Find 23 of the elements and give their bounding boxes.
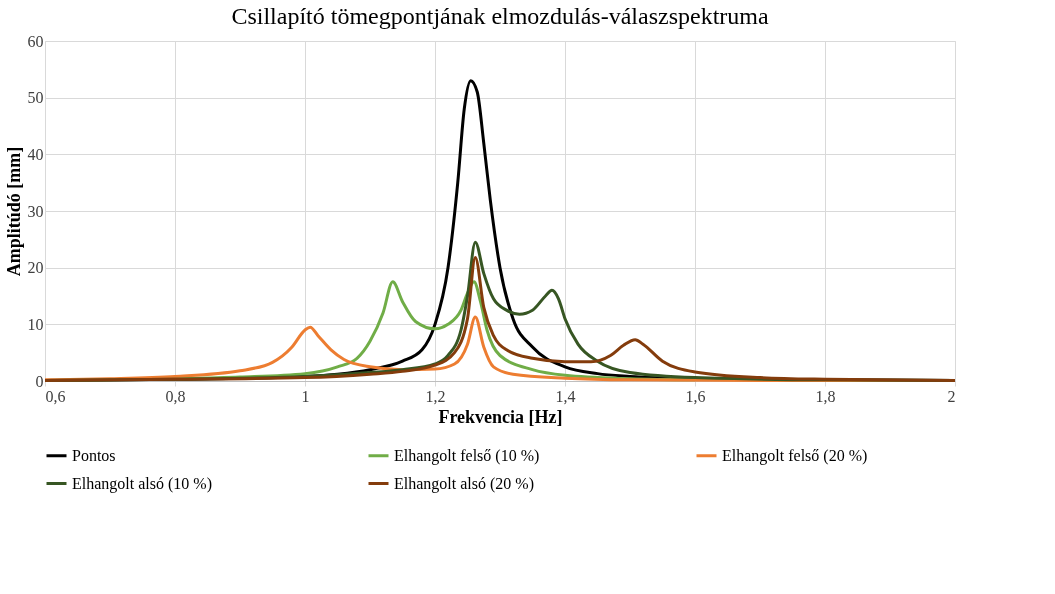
legend-label: Pontos — [72, 446, 116, 464]
x-tick-label: 0,8 — [165, 387, 186, 405]
legend-label: Elhangolt alsó (20 %) — [394, 474, 534, 493]
x-tick-label: 1,8 — [815, 387, 836, 405]
y-tick-label: 40 — [27, 145, 44, 163]
x-tick-label: 2 — [947, 387, 956, 405]
y-tick-label: 50 — [27, 89, 44, 107]
y-tick-label: 0 — [35, 372, 44, 390]
chart-title: Csillapító tömegpontjának elmozdulás-válaszspektruma — [231, 3, 769, 29]
x-tick-label: 0,6 — [45, 387, 66, 405]
y-tick-label: 10 — [27, 315, 44, 333]
x-tick-label: 1,2 — [425, 387, 446, 405]
x-tick-label: 1,4 — [555, 387, 576, 405]
legend-label: Elhangolt felső (20 %) — [722, 446, 868, 465]
y-tick-label: 60 — [27, 32, 44, 50]
legend-label: Elhangolt alsó (10 %) — [72, 474, 212, 493]
x-tick-label: 1,6 — [685, 387, 706, 405]
y-tick-label: 30 — [27, 202, 44, 220]
y-axis-title: Amplitúdó [mm] — [3, 146, 24, 277]
x-tick-label: 1 — [301, 387, 310, 405]
legend-label: Elhangolt felső (10 %) — [394, 446, 540, 465]
y-tick-label: 20 — [27, 259, 44, 277]
x-axis-title: Frekvencia [Hz] — [438, 406, 563, 427]
